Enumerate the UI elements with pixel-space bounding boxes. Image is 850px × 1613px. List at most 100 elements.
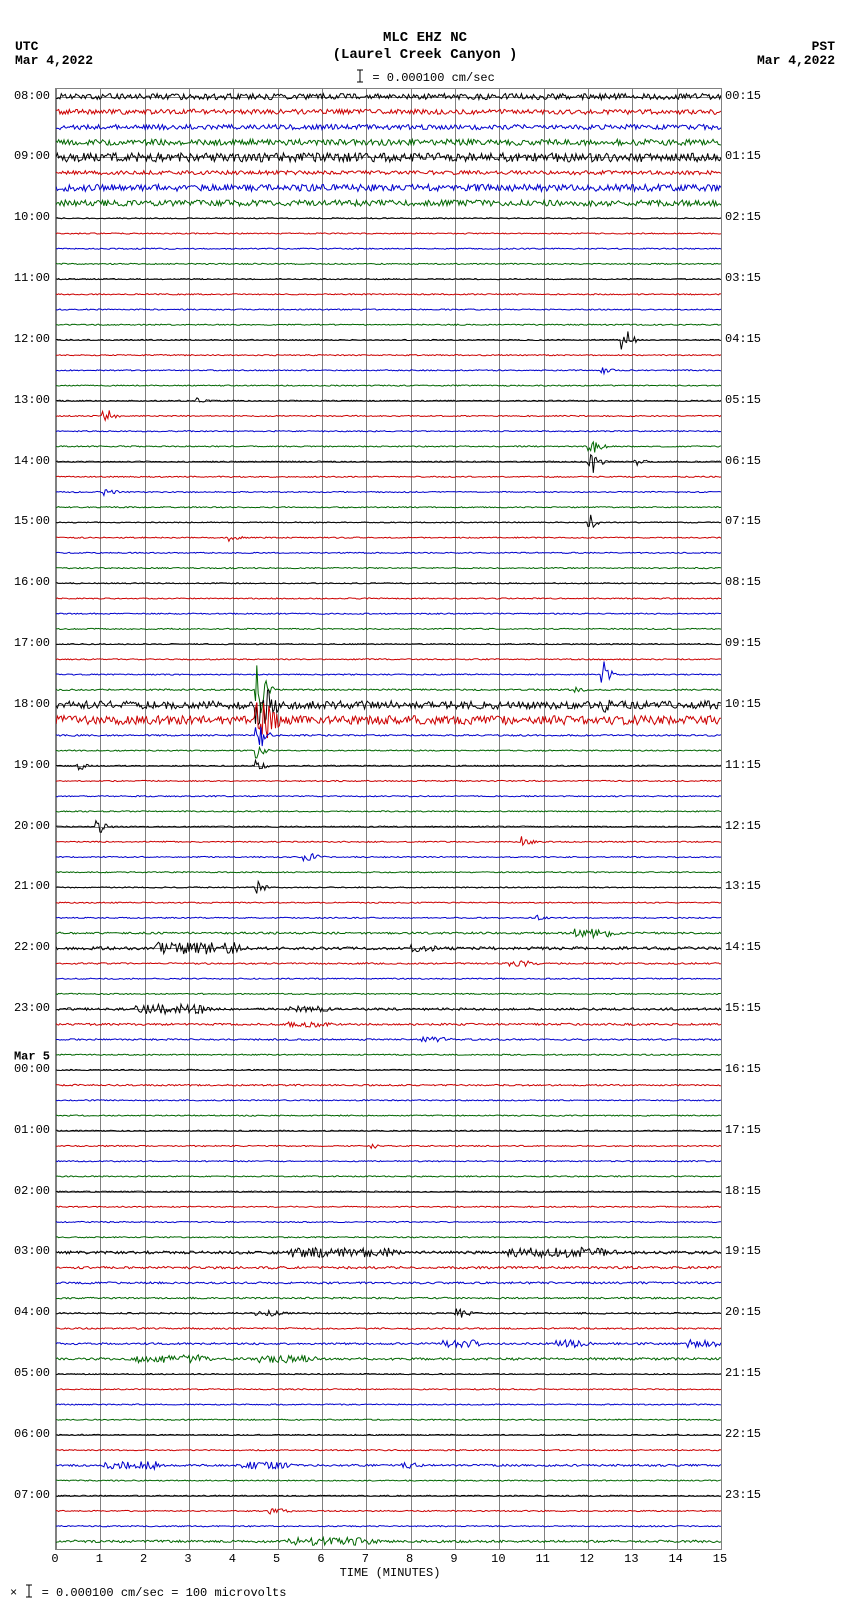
- y-label-utc: 22:00: [0, 940, 50, 954]
- seismic-trace: [56, 89, 721, 1549]
- scale-text: = 0.000100 cm/sec: [372, 71, 494, 85]
- x-tick-label: 2: [140, 1552, 147, 1566]
- grid-vertical: [632, 89, 633, 1549]
- x-axis-label: TIME (MINUTES): [0, 1566, 780, 1580]
- seismic-trace: [56, 89, 721, 1549]
- seismic-trace: [56, 89, 721, 1549]
- seismic-trace: [56, 89, 721, 1549]
- y-label-pst: 10:15: [725, 697, 785, 711]
- scale-indicator: = 0.000100 cm/sec: [0, 68, 850, 88]
- x-tick-label: 8: [406, 1552, 413, 1566]
- y-label-utc: 01:00: [0, 1123, 50, 1137]
- y-label-utc: 11:00: [0, 271, 50, 285]
- seismic-trace: [56, 89, 721, 1549]
- grid-horizontal: [56, 887, 721, 888]
- seismic-trace: [56, 89, 721, 1549]
- y-label-utc: 04:00: [0, 1305, 50, 1319]
- grid-vertical: [233, 89, 234, 1549]
- seismic-trace: [56, 89, 721, 1549]
- timezone-left: UTC Mar 4,2022: [15, 40, 93, 69]
- seismic-trace: [56, 89, 721, 1549]
- seismic-trace: [56, 89, 721, 1549]
- seismic-trace: [56, 89, 721, 1549]
- footer-text: = 0.000100 cm/sec = 100 microvolts: [42, 1586, 287, 1600]
- grid-horizontal: [56, 1435, 721, 1436]
- seismic-trace: [56, 89, 721, 1549]
- seismic-trace: [56, 89, 721, 1549]
- seismic-trace: [56, 89, 721, 1549]
- scale-bar-icon: [24, 1583, 34, 1603]
- seismic-trace: [56, 89, 721, 1549]
- x-tick-label: 4: [229, 1552, 236, 1566]
- seismic-trace: [56, 89, 721, 1549]
- seismic-trace: [56, 89, 721, 1549]
- grid-vertical: [189, 89, 190, 1549]
- seismic-trace: [56, 89, 721, 1549]
- grid-horizontal: [56, 1192, 721, 1193]
- grid-horizontal: [56, 401, 721, 402]
- grid-vertical: [721, 89, 722, 1549]
- grid-horizontal: [56, 462, 721, 463]
- seismic-trace: [56, 89, 721, 1549]
- y-label-utc: 08:00: [0, 89, 50, 103]
- grid-horizontal: [56, 948, 721, 949]
- seismic-trace: [56, 89, 721, 1549]
- y-label-pst: 12:15: [725, 819, 785, 833]
- seismic-trace: [56, 89, 721, 1549]
- y-label-pst: 06:15: [725, 454, 785, 468]
- tz-left-label: UTC: [15, 40, 93, 54]
- x-tick-label: 0: [51, 1552, 58, 1566]
- seismic-trace: [56, 89, 721, 1549]
- grid-horizontal: [56, 1252, 721, 1253]
- scale-bar-icon: [355, 68, 365, 88]
- y-label-pst: 23:15: [725, 1488, 785, 1502]
- seismic-trace: [56, 89, 721, 1549]
- grid-vertical: [278, 89, 279, 1549]
- y-label-pst: 16:15: [725, 1062, 785, 1076]
- seismic-trace: [56, 89, 721, 1549]
- seismic-trace: [56, 89, 721, 1549]
- grid-horizontal: [56, 279, 721, 280]
- y-label-pst: 15:15: [725, 1001, 785, 1015]
- chart-title: MLC EHZ NC (Laurel Creek Canyon ): [0, 30, 850, 64]
- grid-vertical: [455, 89, 456, 1549]
- x-tick-label: 7: [362, 1552, 369, 1566]
- y-label-pst: 09:15: [725, 636, 785, 650]
- seismic-trace: [56, 89, 721, 1549]
- grid-horizontal: [56, 583, 721, 584]
- seismic-trace: [56, 89, 721, 1549]
- seismic-trace: [56, 89, 721, 1549]
- seismic-trace: [56, 89, 721, 1549]
- y-label-utc: 10:00: [0, 210, 50, 224]
- grid-horizontal: [56, 1131, 721, 1132]
- seismic-trace: [56, 89, 721, 1549]
- seismic-trace: [56, 89, 721, 1549]
- seismic-trace: [56, 89, 721, 1549]
- grid-horizontal: [56, 1313, 721, 1314]
- seismic-trace: [56, 89, 721, 1549]
- seismic-trace: [56, 89, 721, 1549]
- seismogram-plot: [55, 88, 722, 1550]
- grid-horizontal: [56, 340, 721, 341]
- x-tick-label: 13: [624, 1552, 638, 1566]
- seismic-trace: [56, 89, 721, 1549]
- seismic-trace: [56, 89, 721, 1549]
- x-tick-label: 12: [580, 1552, 594, 1566]
- grid-horizontal: [56, 1009, 721, 1010]
- seismic-trace: [56, 89, 721, 1549]
- y-label-utc: 18:00: [0, 697, 50, 711]
- y-label-pst: 05:15: [725, 393, 785, 407]
- y-label-utc: 06:00: [0, 1427, 50, 1441]
- seismic-trace: [56, 89, 721, 1549]
- seismic-trace: [56, 89, 721, 1549]
- grid-horizontal: [56, 827, 721, 828]
- x-tick-label: 14: [668, 1552, 682, 1566]
- y-label-utc: 00:00: [0, 1062, 50, 1076]
- title-line2: (Laurel Creek Canyon ): [0, 47, 850, 64]
- grid-vertical: [677, 89, 678, 1549]
- tz-right-label: PST: [757, 40, 835, 54]
- grid-horizontal: [56, 644, 721, 645]
- seismogram-page: MLC EHZ NC (Laurel Creek Canyon ) = 0.00…: [0, 0, 850, 1613]
- y-label-pst: 20:15: [725, 1305, 785, 1319]
- y-label-utc: 20:00: [0, 819, 50, 833]
